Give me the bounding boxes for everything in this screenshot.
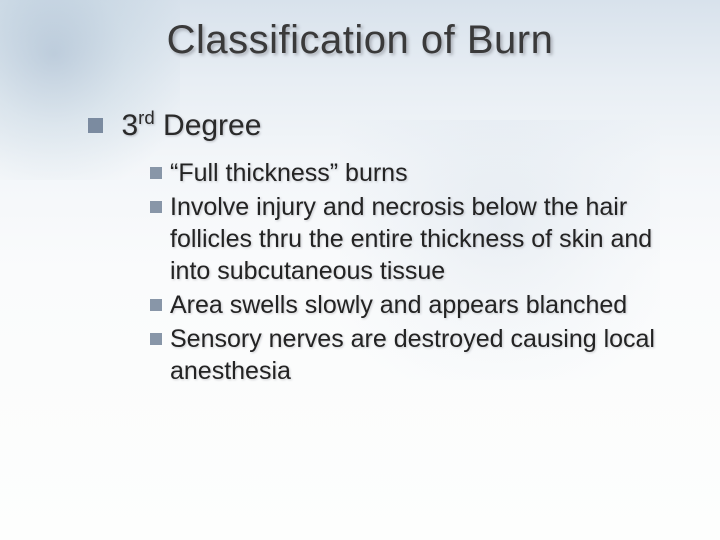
list-item: Sensory nerves are destroyed causing loc…: [150, 323, 660, 387]
bullet-level1: 3rd Degree: [88, 107, 680, 143]
level1-prefix: 3: [121, 109, 138, 142]
slide-title: Classification of Burn: [40, 18, 680, 63]
list-item: “Full thickness” burns: [150, 157, 660, 189]
level1-text: 3rd Degree: [121, 109, 261, 142]
level1-super: rd: [138, 107, 155, 128]
list-item-text: Sensory nerves are destroyed causing loc…: [170, 323, 660, 387]
bullet-level2-list: “Full thickness” burns Involve injury an…: [150, 157, 660, 387]
square-bullet-icon: [88, 118, 103, 133]
list-item: Involve injury and necrosis below the ha…: [150, 191, 660, 287]
list-item: Area swells slowly and appears blanched: [150, 289, 660, 321]
square-bullet-icon: [150, 201, 162, 213]
list-item-text: Area swells slowly and appears blanched: [170, 289, 627, 321]
list-item-text: Involve injury and necrosis below the ha…: [170, 191, 660, 287]
slide-container: Classification of Burn 3rd Degree “Full …: [0, 0, 720, 540]
square-bullet-icon: [150, 299, 162, 311]
list-item-text: “Full thickness” burns: [170, 157, 408, 189]
square-bullet-icon: [150, 167, 162, 179]
level1-suffix: Degree: [155, 109, 262, 142]
square-bullet-icon: [150, 333, 162, 345]
